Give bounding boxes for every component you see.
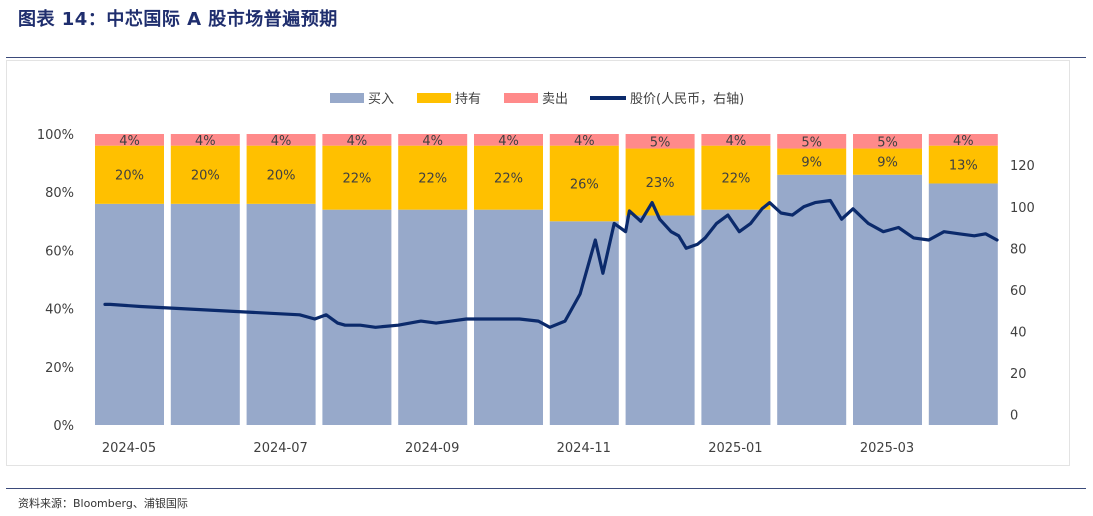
hold-label: 22% [418, 172, 447, 187]
legend-swatch-0 [330, 93, 364, 103]
bar-sell [701, 134, 771, 146]
sell-label: 4% [347, 134, 368, 149]
hold-label: 13% [949, 159, 978, 174]
bar-hold [170, 145, 240, 204]
hold-label: 9% [801, 156, 822, 171]
hold-label: 20% [191, 169, 220, 184]
bar-sell [928, 134, 998, 146]
right-tick-label: 0 [1010, 409, 1018, 424]
bar-sell [95, 134, 164, 146]
bar-buy [777, 174, 847, 425]
x-tick-label: 2025-03 [860, 441, 914, 456]
sell-label: 4% [726, 134, 747, 149]
bar-buy [322, 209, 392, 425]
title-divider [6, 57, 1086, 58]
x-tick-label: 2024-09 [405, 441, 459, 456]
legend-label-0: 买入 [368, 92, 394, 107]
bar-sell [246, 134, 316, 146]
chart-panel [6, 60, 1070, 466]
hold-label: 23% [646, 176, 675, 191]
hold-label: 22% [721, 172, 750, 187]
right-tick-label: 40 [1010, 325, 1027, 340]
bar-sell [474, 134, 543, 146]
hold-label: 22% [342, 172, 371, 187]
bar-buy [625, 215, 695, 425]
right-tick-label: 100 [1010, 201, 1035, 216]
x-tick-label: 2024-05 [102, 441, 156, 456]
hold-label: 20% [115, 169, 144, 184]
bar-hold [95, 145, 164, 204]
x-axis: 2024-05 2024-07 2024-09 2024-11 2025-01 2025-… [102, 441, 914, 456]
right-tick-label: 120 [1010, 159, 1035, 174]
bar-buy [853, 174, 922, 425]
left-tick-label: 100% [37, 128, 74, 143]
source-note: 资料来源：Bloomberg、浦银国际 [18, 497, 188, 510]
legend-label-3: 股价(人民币，右轴) [630, 92, 744, 107]
bar-hold [928, 145, 998, 184]
hold-label: 26% [570, 177, 599, 192]
bar-hold [246, 145, 316, 204]
sell-label: 4% [195, 134, 216, 149]
left-tick-label: 0% [53, 419, 74, 434]
bar-sell [549, 134, 619, 146]
bar-hold [474, 145, 543, 210]
left-tick-label: 40% [45, 303, 74, 318]
bar-hold [701, 145, 771, 210]
price-line [103, 198, 999, 329]
bar-sell [170, 134, 240, 146]
hold-label: 9% [877, 156, 898, 171]
bar-buy [474, 209, 543, 425]
bar-sell [777, 134, 847, 149]
bar-labels: 20% 4% 20% 4% 20% 4% 22% 4% 22% 4% 22% 4% 26% 4% 23% 5%… [115, 134, 978, 193]
x-tick-label: 2025-01 [708, 441, 762, 456]
sell-label: 4% [498, 134, 519, 149]
bar-sell [625, 134, 695, 149]
right-tick-label: 60 [1010, 284, 1027, 299]
legend-swatch-2 [504, 93, 538, 103]
bar-hold [322, 145, 392, 210]
bar-sell [853, 134, 922, 149]
bar-buy [170, 203, 240, 425]
left-tick-label: 80% [45, 186, 74, 201]
sell-label: 5% [650, 135, 671, 150]
bar-hold [625, 148, 695, 216]
sell-label: 4% [953, 134, 974, 149]
bar-hold [398, 145, 468, 210]
sell-label: 4% [422, 134, 443, 149]
x-tick-label: 2024-11 [557, 441, 611, 456]
bars [95, 134, 998, 425]
bar-buy [701, 209, 771, 425]
sell-label: 5% [877, 135, 898, 150]
bar-buy [95, 203, 164, 425]
legend-swatch-1 [417, 93, 451, 103]
left-tick-label: 20% [45, 361, 74, 376]
chart-title: 图表 14：中芯国际 A 股市场普遍预期 [18, 9, 338, 30]
hold-label: 20% [267, 169, 296, 184]
bar-buy [398, 209, 468, 425]
bar-hold [853, 148, 922, 175]
left-tick-label: 60% [45, 244, 74, 259]
bar-buy [928, 183, 998, 425]
sell-label: 4% [271, 134, 292, 149]
sell-label: 5% [801, 135, 822, 150]
footer-divider [6, 488, 1086, 489]
legend-label-1: 持有 [455, 92, 481, 107]
sell-label: 4% [574, 134, 595, 149]
sell-label: 4% [119, 134, 140, 149]
bar-sell [322, 134, 392, 146]
x-tick-label: 2024-07 [253, 441, 307, 456]
left-axis: 0% 20% 40% 60% 80% 100% [37, 128, 74, 434]
legend-label-2: 卖出 [542, 92, 568, 107]
legend: 买入 持有 卖出 股价(人民币，右轴) [330, 92, 744, 107]
right-axis: 0 20 40 60 80 100 120 [1010, 159, 1035, 423]
price-line-group [103, 198, 999, 329]
hold-label: 22% [494, 172, 523, 187]
bar-hold [777, 148, 847, 175]
right-tick-label: 80 [1010, 242, 1027, 257]
bar-hold [549, 145, 619, 222]
bar-sell [398, 134, 468, 146]
right-tick-label: 20 [1010, 367, 1027, 382]
